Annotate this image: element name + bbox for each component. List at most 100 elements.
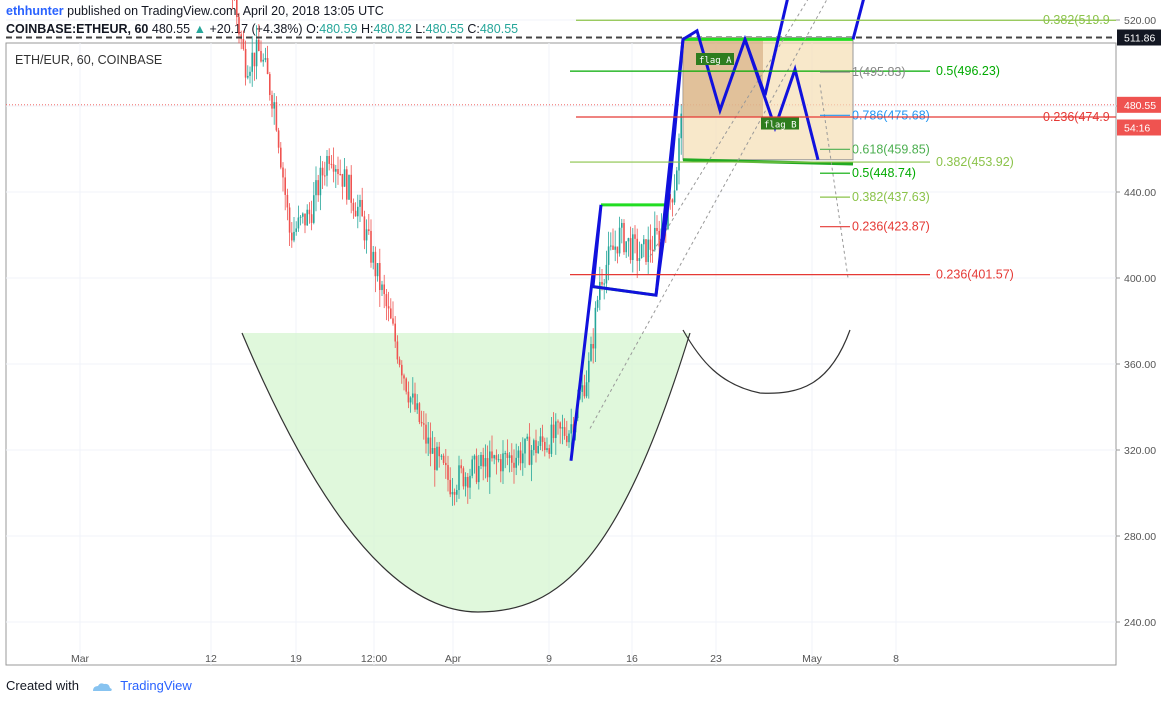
candle-body (262, 59, 264, 62)
fib-label: 0.382(453.92) (936, 155, 1014, 169)
candle-body (651, 249, 654, 251)
candle-body (425, 424, 427, 444)
candle-body (504, 453, 506, 455)
candle-body (343, 169, 346, 187)
candle-body (330, 163, 333, 165)
candle-body (592, 343, 594, 349)
flag-marker (696, 53, 734, 65)
candle-body (247, 75, 249, 78)
candle-body (493, 455, 495, 459)
candle-body (596, 299, 599, 308)
candle-body (370, 230, 372, 263)
y-tick-label: 240.00 (1124, 617, 1156, 629)
candle-body (416, 403, 418, 410)
fib-label: 0.236(401.57) (936, 268, 1014, 282)
candle-body (513, 462, 515, 468)
x-tick-label: 16 (626, 653, 638, 665)
candle-body (522, 453, 524, 464)
candle-body (625, 241, 627, 253)
candle-body (612, 245, 614, 250)
candle-body (339, 174, 341, 176)
candle-body (456, 490, 458, 495)
up-arrow-icon: ▲ (193, 22, 206, 36)
candle-body (431, 448, 434, 454)
cup-outline (241, 332, 691, 613)
candle-body (271, 95, 273, 109)
candle-body (546, 448, 548, 451)
price-axis[interactable]: 760.00720.00680.00640.00600.00560.00520.… (1116, 0, 1161, 629)
candle-body (242, 39, 245, 49)
last-price: 480.55 (151, 22, 191, 36)
symbol-info: COINBASE:ETHEUR, 60 480.55 ▲ +20.17 (+4.… (6, 22, 518, 36)
fib-label: 0.5(448.74) (852, 166, 916, 180)
candle-body (473, 455, 476, 460)
candle-body (475, 455, 478, 483)
candle-body (632, 234, 634, 261)
candle-body (502, 453, 504, 472)
publish-text: published on TradingView.com, April 20, … (67, 4, 384, 18)
candle-body (427, 437, 429, 444)
created-with: Created with (6, 678, 79, 693)
candle-body (515, 457, 517, 468)
candle-body (555, 421, 557, 439)
y-tick-label: 400.00 (1124, 273, 1156, 285)
time-axis[interactable]: Mar 12 19 12:00 Apr 9 16 23 May 8 (71, 653, 899, 665)
candle-body (381, 284, 383, 291)
candle-body (253, 52, 256, 67)
candle-body (341, 174, 344, 187)
candle-body (407, 391, 410, 403)
close-label: C: (467, 22, 480, 36)
author-link[interactable]: ethhunter (6, 4, 64, 18)
candle-body (486, 458, 489, 478)
candle-body (374, 251, 377, 277)
y-tick-label: 320.00 (1124, 445, 1156, 457)
candle-body (603, 283, 605, 285)
candle-body (447, 465, 449, 480)
candle-body (480, 454, 482, 466)
candle-body (647, 239, 649, 262)
candle-body (519, 450, 522, 464)
price-label: 511.86 (1124, 33, 1155, 45)
candle-body (409, 397, 412, 403)
candle-body (590, 343, 592, 361)
candle-body (264, 58, 267, 60)
candle-body (440, 455, 443, 457)
candle-body (654, 227, 656, 251)
candle-body (570, 424, 572, 434)
x-tick-label: 12:00 (361, 653, 387, 665)
candle-body (550, 424, 553, 454)
candle-body (636, 238, 638, 261)
flag-label: flag A (699, 56, 732, 66)
x-tick-label: May (802, 653, 823, 665)
candle-body (414, 393, 416, 410)
candle-body (429, 437, 432, 454)
open-label: O: (306, 22, 320, 36)
tradingview-link[interactable]: TradingView (120, 678, 192, 693)
candle-body (335, 169, 337, 172)
candle-body (634, 234, 636, 239)
flag-label: flag B (764, 121, 797, 131)
candle-body (315, 180, 317, 196)
pattern-line-c (743, 38, 820, 161)
low-value: 480.55 (425, 22, 464, 36)
candle-body (458, 465, 460, 491)
candle-body (508, 455, 511, 458)
candle-body (645, 239, 647, 262)
pane-title: ETH/EUR, 60, COINBASE (15, 53, 162, 67)
candle-body (291, 232, 293, 241)
candle-body (484, 458, 487, 467)
candle-body (497, 459, 500, 461)
candle-body (585, 382, 588, 397)
price-label: 480.55 (1124, 100, 1156, 112)
candle-body (398, 359, 401, 365)
candle-body (297, 217, 300, 229)
candle-body (434, 448, 436, 470)
candle-body (249, 71, 251, 76)
candle-body (258, 39, 260, 51)
candle-body (491, 451, 493, 459)
candle-body (588, 360, 590, 383)
x-tick-label: 23 (710, 653, 722, 665)
candle-body (376, 263, 379, 277)
candle-body (269, 74, 271, 96)
